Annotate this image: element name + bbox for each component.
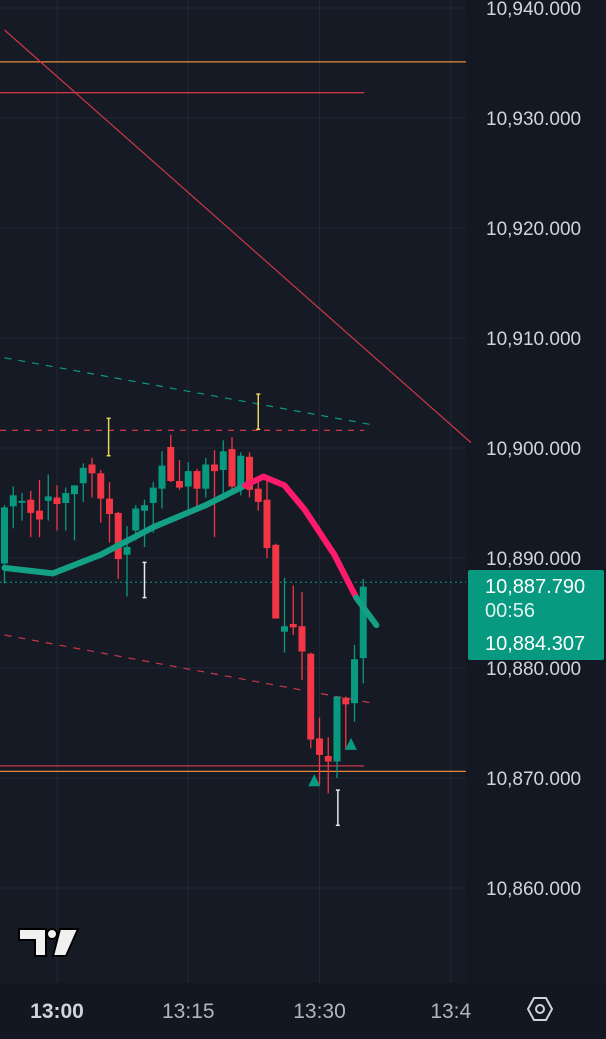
- candle-body: [351, 659, 358, 704]
- candle-body: [298, 626, 306, 652]
- candle-body: [246, 456, 253, 490]
- candle-body: [1, 507, 8, 564]
- price-tick-label: 10,880.000: [486, 659, 581, 680]
- candles: [1, 434, 367, 794]
- candle-body: [88, 464, 96, 474]
- candle-body: [106, 498, 113, 514]
- candle-body: [79, 467, 87, 484]
- price-tick-label: 10,890.000: [486, 549, 581, 570]
- moving-average-segment: [150, 502, 209, 531]
- countdown-label: 00:56: [485, 600, 535, 622]
- price-tag: 10,887.790 00:56 10,884.307: [468, 570, 604, 660]
- drawings: [0, 29, 472, 773]
- trend-line: [4, 29, 472, 443]
- candle-body: [184, 471, 192, 487]
- moving-average-segment: [97, 524, 157, 558]
- moving-average-segment: [202, 482, 249, 509]
- second-price-label: 10,884.307: [485, 633, 585, 655]
- candle-body: [254, 488, 262, 502]
- candle-body: [342, 697, 350, 705]
- buy-signal-triangle: [308, 774, 321, 787]
- candle-body: [281, 626, 288, 632]
- candle-body: [9, 495, 17, 507]
- price-axis-labels: 10,940.000 10,930.000 10,920.000 10,910.000…: [486, 0, 581, 900]
- candle-body: [53, 497, 61, 505]
- moving-average-segment: [281, 482, 308, 513]
- candle-body: [324, 756, 332, 762]
- candle-body: [263, 499, 271, 549]
- moving-average-segment: [301, 506, 338, 558]
- moving-average-segment: [49, 551, 104, 577]
- candle-body: [228, 449, 236, 487]
- price-tick-label: 10,870.000: [486, 769, 581, 790]
- price-tick-label: 10,920.000: [486, 219, 581, 240]
- tradingview-logo[interactable]: [18, 928, 80, 957]
- buy-signal-triangle: [345, 737, 357, 750]
- moving-average-segment: [260, 473, 288, 489]
- candle-body: [158, 465, 166, 489]
- candle-body: [114, 512, 122, 560]
- candle-body: [167, 446, 175, 481]
- candle-body: [307, 653, 315, 740]
- candle-body: [71, 485, 78, 495]
- candle-body: [44, 496, 52, 501]
- candle-body: [62, 493, 70, 503]
- moving-average-segment: [242, 473, 267, 489]
- moving-average-segment: [353, 594, 380, 629]
- moving-average-line: [1, 473, 380, 629]
- gear-hexagon-icon[interactable]: [526, 997, 554, 1021]
- candle-body: [272, 544, 280, 619]
- price-tick-label: 10,860.000: [486, 879, 581, 900]
- candle-body: [27, 499, 35, 513]
- moving-average-segment: [1, 564, 56, 577]
- candle-body: [289, 624, 297, 628]
- candle-body: [359, 586, 367, 659]
- time-axis[interactable]: [0, 983, 606, 1039]
- signals: [106, 393, 357, 827]
- trend-line: [4, 357, 373, 426]
- candle-body: [36, 510, 43, 520]
- candle-body: [333, 696, 341, 762]
- candle-body: [211, 464, 218, 472]
- price-tick-label: 10,910.000: [486, 329, 581, 350]
- time-tick-label: 13:4: [430, 1000, 471, 1023]
- price-tag-background: [468, 570, 604, 660]
- candle-body: [141, 505, 148, 511]
- candle-body: [237, 455, 245, 489]
- price-axis[interactable]: [466, 0, 606, 983]
- candle-body: [202, 464, 210, 489]
- time-tick-label: 13:15: [162, 1000, 215, 1023]
- candle-body: [219, 451, 227, 470]
- candle-body: [149, 487, 157, 503]
- time-tick-label: 13:00: [30, 1000, 84, 1023]
- price-tick-label: 10,940.000: [486, 0, 581, 20]
- time-axis-labels: 13:00 13:15 13:30 13:4: [30, 1000, 471, 1023]
- moving-average-segment: [331, 551, 360, 601]
- candle-body: [18, 500, 26, 503]
- price-tick-label: 10,930.000: [486, 109, 581, 130]
- time-tick-label: 13:30: [293, 1000, 346, 1023]
- last-price-label: 10,887.790: [485, 576, 585, 598]
- price-tick-label: 10,900.000: [486, 439, 581, 460]
- candle-body: [193, 471, 201, 489]
- candle-body: [97, 473, 105, 499]
- candle-body: [132, 508, 140, 531]
- candle-body: [316, 738, 323, 755]
- candle-body: [123, 547, 131, 555]
- candle-body: [176, 481, 183, 488]
